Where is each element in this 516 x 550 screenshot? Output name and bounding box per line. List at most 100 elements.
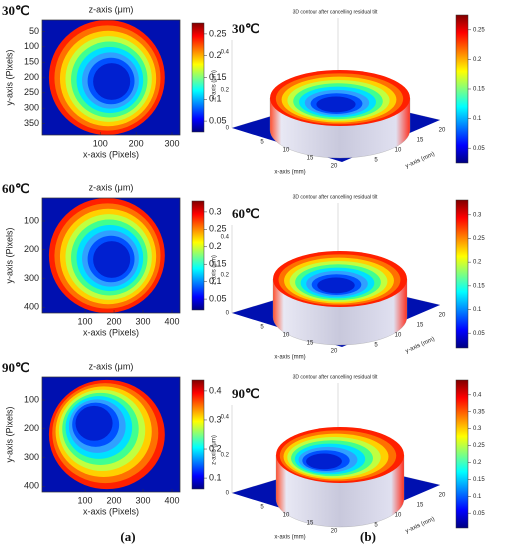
- y-tick-label: 5: [374, 158, 378, 164]
- x-tick-label: 20: [331, 349, 338, 355]
- x-tick-label: 200: [129, 138, 144, 148]
- colorbar-tick-label: 0.15: [473, 477, 485, 483]
- y-tick-label: 100: [24, 41, 39, 51]
- y-tick-label: 200: [24, 72, 39, 82]
- y-tick-label: 350: [24, 118, 39, 128]
- y-tick-label: 10: [395, 333, 402, 339]
- y-tick-label: 300: [24, 273, 39, 283]
- x-axis-label: x-axis (Pixels): [83, 149, 139, 159]
- colorbar-tick-label: 0.2: [209, 241, 222, 251]
- plot-title: z-axis (μm): [89, 182, 134, 192]
- colorbar-tick-label: 0.1: [209, 94, 222, 104]
- x-tick-label: 20: [331, 164, 338, 170]
- colorbar-tick-label: 0.05: [473, 511, 485, 517]
- y-tick-label: 150: [24, 57, 39, 67]
- contour-band: [75, 405, 113, 441]
- x-tick-label: 10: [283, 333, 290, 339]
- y-tick-label: 15: [417, 323, 424, 329]
- colorbar: [191, 200, 205, 311]
- y-tick-label: 400: [24, 481, 39, 491]
- x-tick-label: 5: [260, 140, 264, 146]
- y-tick-label: 200: [24, 244, 39, 254]
- surface-band: [306, 453, 342, 470]
- colorbar-tick-label: 0.2: [209, 50, 222, 60]
- colorbar-tick-label: 0.25: [473, 236, 485, 242]
- colorbar-tick-label: 0.25: [473, 27, 485, 33]
- x-tick-label: 10: [283, 513, 290, 519]
- colorbar-tick-label: 0.1: [209, 472, 222, 482]
- z-tick-label: 0: [226, 491, 230, 497]
- temperature-label: 30℃: [2, 3, 30, 18]
- x-tick-label: 400: [164, 316, 179, 326]
- contour-map: [42, 198, 180, 313]
- colorbar-tick-label: 0.2: [473, 260, 482, 266]
- plot-title: z-axis (μm): [89, 361, 134, 371]
- x-tick-label: 15: [307, 156, 314, 162]
- colorbar-tick-label: 0.4: [209, 385, 222, 395]
- contour-map: [42, 377, 180, 492]
- x-axis-label: x-axis (mm): [274, 535, 305, 541]
- y-tick-label: 300: [24, 452, 39, 462]
- temperature-label: 90℃: [2, 360, 30, 375]
- y-tick-label: 20: [439, 128, 446, 134]
- y-tick-label: 200: [24, 423, 39, 433]
- z-tick-label: 0: [226, 126, 230, 132]
- colorbar-tick-label: 0.1: [473, 307, 482, 313]
- colorbar-tick-label: 0.15: [209, 72, 227, 82]
- y-tick-label: 10: [395, 513, 402, 519]
- plot-title: 3D contour after cancelling residual til…: [293, 374, 378, 380]
- temperature-label: 60℃: [232, 206, 260, 221]
- x-tick-label: 10: [283, 148, 290, 154]
- y-axis-label: y-axis (Pixels): [4, 49, 14, 105]
- x-tick-label: 400: [164, 495, 179, 505]
- z-tick-label: 0.2: [221, 453, 230, 459]
- y-axis-label: y-axis (Pixels): [4, 406, 14, 462]
- x-tick-label: 20: [331, 529, 338, 535]
- colorbar-tick-label: 0.15: [473, 87, 485, 93]
- colorbar-tick-label: 0.25: [209, 28, 227, 38]
- x-axis-label: x-axis (Pixels): [83, 506, 139, 516]
- colorbar-tick-label: 0.3: [473, 426, 482, 432]
- colorbar-tick-label: 0.2: [473, 57, 482, 63]
- z-axis-label: z-axis (μm): [212, 435, 218, 465]
- colorbar-tick-label: 0.2: [473, 460, 482, 466]
- colorbar-tick-label: 0.35: [473, 409, 485, 415]
- contour-band: [93, 241, 131, 278]
- y-tick-label: 100: [24, 394, 39, 404]
- surface-band: [317, 277, 355, 294]
- y-tick-label: 5: [374, 523, 378, 529]
- colorbar: [455, 14, 469, 164]
- colorbar: [191, 22, 205, 133]
- x-tick-label: 100: [78, 495, 93, 505]
- plot-title: 3D contour after cancelling residual til…: [293, 194, 378, 200]
- colorbar-tick-label: 0.3: [209, 206, 222, 216]
- x-axis-label: x-axis (mm): [274, 170, 305, 176]
- colorbar-tick-label: 0.25: [209, 224, 227, 234]
- plot-title: z-axis (μm): [89, 4, 134, 14]
- colorbar-tick-label: 0.15: [473, 283, 485, 289]
- y-tick-label: 20: [439, 313, 446, 319]
- colorbar: [455, 379, 469, 529]
- x-tick-label: 15: [307, 521, 314, 527]
- y-tick-label: 400: [24, 302, 39, 312]
- x-tick-label: 300: [136, 495, 151, 505]
- colorbar-tick-label: 0.15: [209, 259, 227, 269]
- contour-map: [42, 20, 180, 135]
- x-tick-label: 5: [260, 505, 264, 511]
- temperature-label: 30℃: [232, 21, 260, 36]
- z-axis-label: z-axis (μm): [212, 70, 218, 100]
- y-axis-label: y-axis (Pixels): [4, 227, 14, 283]
- z-axis-label: z-axis (μm): [212, 255, 218, 285]
- x-tick-label: 100: [93, 138, 108, 148]
- colorbar-tick-label: 0.3: [209, 414, 222, 424]
- y-axis-label: y-axis (mm): [405, 336, 436, 354]
- frame: [41, 197, 181, 314]
- y-tick-label: 15: [417, 503, 424, 509]
- z-tick-label: 0.4: [221, 415, 230, 421]
- x-tick-label: 300: [164, 138, 179, 148]
- y-axis-label: y-axis (mm): [405, 151, 436, 169]
- colorbar-tick-label: 0.3: [473, 212, 482, 218]
- colorbar-tick-label: 0.05: [473, 331, 485, 337]
- z-tick-label: 0.4: [221, 235, 230, 241]
